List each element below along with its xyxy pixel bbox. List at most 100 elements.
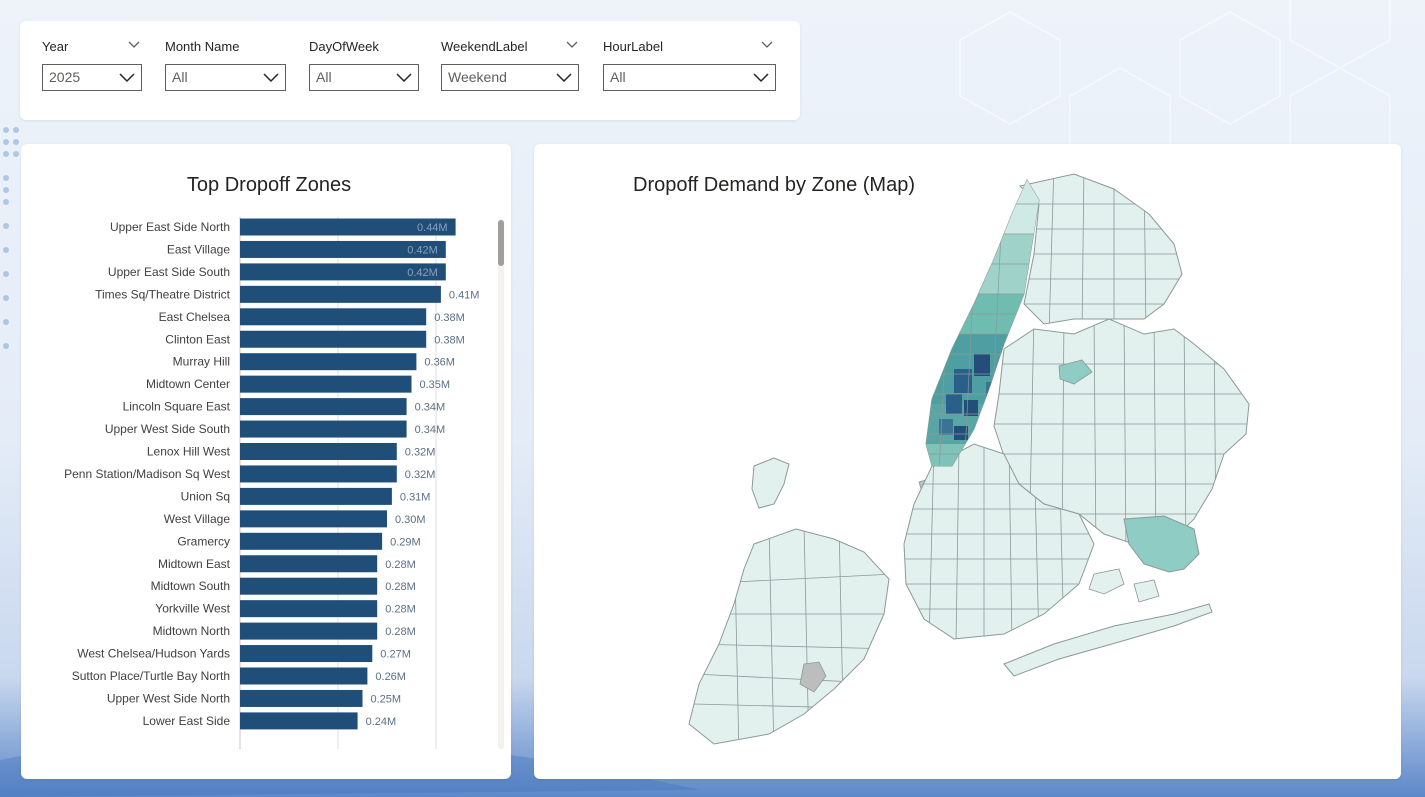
chevron-down-icon[interactable]: [566, 41, 578, 49]
category-label: Upper East Side North: [110, 220, 230, 234]
category-label: West Chelsea/Hudson Yards: [77, 647, 230, 661]
bar[interactable]: [240, 555, 378, 573]
slicer-month-label: Month Name: [165, 39, 240, 54]
bar[interactable]: [240, 532, 383, 550]
bay-islands[interactable]: [1088, 568, 1160, 603]
bar[interactable]: [240, 353, 417, 371]
map-title: Dropoff Demand by Zone (Map): [633, 174, 915, 196]
choropleth-map[interactable]: [534, 144, 1401, 779]
data-label: 0.38M: [434, 334, 465, 346]
slicer-year-label: Year: [42, 39, 69, 54]
data-label: 0.44M: [417, 222, 448, 234]
data-label: 0.42M: [407, 244, 438, 256]
bar[interactable]: [240, 285, 441, 303]
month-dropdown[interactable]: All: [165, 64, 286, 91]
bar[interactable]: [240, 600, 378, 618]
chevron-down-icon: [263, 73, 279, 83]
null-zone[interactable]: [799, 661, 827, 693]
data-label: 0.24M: [366, 716, 397, 728]
category-label: Midtown North: [153, 624, 230, 638]
brooklyn-region[interactable]: [903, 443, 1095, 640]
slicer-weekend: WeekendLabel Weekend: [441, 38, 579, 91]
bronx-zones: [1020, 174, 1182, 324]
data-label: 0.25M: [371, 693, 402, 705]
bar[interactable]: [240, 398, 407, 416]
bar[interactable]: [240, 420, 407, 438]
slicer-dayofweek-label: DayOfWeek: [309, 39, 379, 54]
category-label: Clinton East: [165, 332, 230, 346]
bar[interactable]: [240, 263, 446, 281]
island-region[interactable]: [751, 457, 790, 509]
bar[interactable]: [240, 218, 456, 236]
data-label: 0.28M: [385, 559, 416, 571]
bar[interactable]: [240, 443, 397, 460]
dropoff-map-card: Dropoff Demand by Zone (Map): [534, 144, 1401, 779]
scrollbar-thumb[interactable]: [498, 220, 504, 266]
data-label: 0.32M: [405, 469, 436, 481]
category-label: Upper West Side North: [107, 691, 230, 705]
bar[interactable]: [240, 577, 378, 595]
chevron-down-icon[interactable]: [761, 41, 773, 49]
data-label: 0.42M: [407, 267, 438, 279]
slicer-dayofweek: DayOfWeek All: [309, 38, 419, 91]
data-label: 0.35M: [420, 379, 451, 391]
bar[interactable]: [240, 712, 358, 730]
bar[interactable]: [240, 308, 427, 326]
scrollbar-track[interactable]: [498, 219, 504, 749]
bar[interactable]: [240, 645, 373, 663]
bar[interactable]: [240, 330, 427, 348]
hour-dropdown[interactable]: All: [603, 64, 776, 91]
slicer-weekend-label: WeekendLabel: [441, 39, 528, 54]
category-label: Upper West Side South: [105, 422, 230, 436]
data-label: 0.34M: [415, 402, 446, 414]
bar[interactable]: [240, 622, 378, 640]
dayofweek-dropdown[interactable]: All: [309, 64, 419, 91]
category-label: Midtown East: [158, 557, 231, 571]
bar[interactable]: [240, 375, 412, 393]
data-label: 0.28M: [385, 581, 416, 593]
category-label: Lenox Hill West: [147, 445, 231, 459]
bar[interactable]: [240, 510, 387, 528]
dayofweek-value: All: [316, 69, 332, 85]
staten-island-region[interactable]: [688, 528, 890, 745]
data-label: 0.28M: [385, 626, 416, 638]
jfk-airport-zone[interactable]: [1123, 515, 1200, 573]
bronx-region[interactable]: [1018, 173, 1183, 325]
chevron-down-icon: [396, 73, 412, 83]
category-label: Sutton Place/Turtle Bay North: [72, 669, 230, 683]
weekend-dropdown[interactable]: Weekend: [441, 64, 579, 91]
category-label: East Chelsea: [159, 310, 231, 324]
category-label: Lincoln Square East: [123, 400, 231, 414]
chevron-down-icon: [119, 73, 135, 83]
slicer-hour-label: HourLabel: [603, 39, 663, 54]
laguardia-zone[interactable]: [1058, 359, 1093, 385]
year-value: 2025: [49, 69, 81, 85]
category-label: Midtown Center: [146, 377, 230, 391]
chevron-down-icon: [556, 73, 572, 83]
data-label: 0.31M: [400, 491, 431, 503]
slicer-year: Year 2025: [42, 38, 142, 91]
data-label: 0.28M: [385, 604, 416, 616]
category-label: Union Sq: [181, 489, 230, 503]
bar[interactable]: [240, 465, 397, 483]
data-label: 0.32M: [405, 447, 436, 459]
bar[interactable]: [240, 240, 446, 258]
bar[interactable]: [240, 689, 363, 707]
category-label: West Village: [164, 512, 231, 526]
bar-chart: Upper East Side North 0.44M East Village 0.…: [64, 217, 479, 749]
data-label: 0.29M: [390, 536, 421, 548]
data-label: 0.34M: [415, 424, 446, 436]
brooklyn-zones: [904, 444, 1094, 639]
category-label: Times Sq/Theatre District: [95, 287, 231, 301]
bar[interactable]: [240, 667, 368, 685]
bar[interactable]: [240, 487, 392, 505]
category-label: Gramercy: [177, 534, 230, 548]
category-label: Midtown South: [151, 579, 230, 593]
slicer-panel: Year 2025 Month Name All DayOfWeek All W…: [20, 21, 800, 120]
chevron-down-icon[interactable]: [128, 41, 140, 49]
month-value: All: [172, 69, 188, 85]
year-dropdown[interactable]: 2025: [42, 64, 142, 91]
rockaway-region[interactable]: [1003, 603, 1213, 677]
weekend-value: Weekend: [448, 69, 507, 85]
queens-zones: [994, 319, 1249, 544]
